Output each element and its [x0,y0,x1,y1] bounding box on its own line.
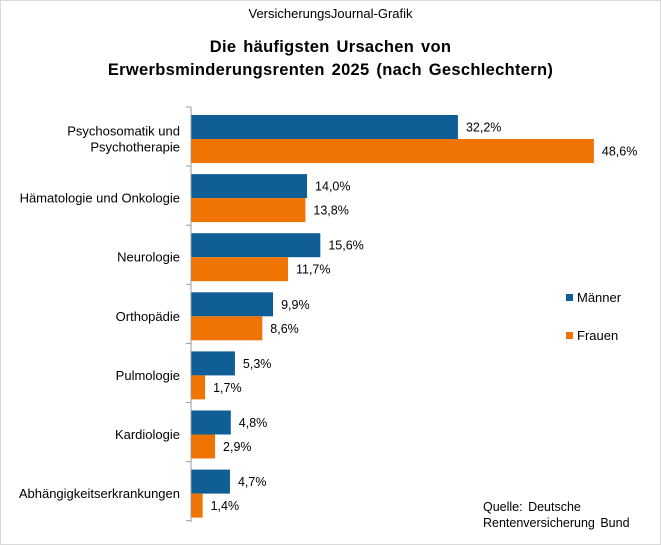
category-label-3: Orthopädie [116,309,180,324]
bar-frauen-6 [191,493,203,518]
bar-maenner-5 [191,410,231,435]
legend-item-frauen: Frauen [566,328,618,343]
legend-swatch-maenner [566,294,573,301]
bar-frauen-0 [191,139,594,163]
data-label-frauen-6: 1,4% [211,499,240,513]
data-label-frauen-1: 13,8% [313,204,348,218]
source-caption: VersicherungsJournal-Grafik [248,6,413,21]
bar-frauen-4 [191,375,206,400]
source-note: Quelle: Deutsche Rentenversicherung Bund [483,499,630,531]
bar-maenner-6 [191,469,230,494]
category-label-2: Neurologie [117,250,180,265]
data-label-maenner-1: 14,0% [315,180,350,194]
bar-maenner-2 [191,233,321,258]
category-label-1: Hämatologie und Onkologie [20,191,180,206]
data-label-maenner-5: 4,8% [239,416,267,430]
source-note-line-1: Quelle: Deutsche [483,500,581,514]
data-label-maenner-3: 9,9% [281,298,310,312]
data-label-frauen-0: 48,6% [602,145,637,159]
bar-frauen-2 [191,257,288,282]
bar-maenner-1 [191,174,308,199]
data-label-frauen-4: 1,7% [213,381,242,395]
legend-swatch-frauen [566,332,573,339]
data-label-maenner-2: 15,6% [328,239,363,253]
bar-frauen-1 [191,198,306,223]
bar-maenner-3 [191,292,274,317]
data-label-frauen-3: 8,6% [270,322,299,336]
data-label-frauen-2: 11,7% [296,263,331,277]
bar-frauen-5 [191,434,216,459]
category-label-4: Pulmologie [116,368,180,383]
data-label-frauen-5: 2,9% [223,440,252,454]
data-label-maenner-6: 4,7% [238,475,267,489]
bar-maenner-0 [191,115,458,139]
chart-title-line-1: Die häufigsten Ursachen von [209,38,452,56]
bar-maenner-4 [191,351,235,376]
data-label-maenner-4: 5,3% [243,357,272,371]
category-label-0-0: Psychosomatik und [67,124,180,139]
legend-item-maenner: Männer [566,290,621,305]
category-label-6: Abhängigkeitserkrankungen [19,486,180,501]
chart-title-line-2: Erwerbsminderungsrenten 2025 (nach Gesch… [107,61,554,79]
chart-title: Die häufigsten Ursachen von Erwerbsminde… [0,36,661,82]
source-note-line-2: Rentenversicherung Bund [483,516,630,530]
legend-label-frauen: Frauen [577,328,619,343]
legend-label-maenner: Männer [577,290,622,305]
category-label-0-1: Psychotherapie [90,140,180,155]
data-label-maenner-0: 32,2% [466,121,501,135]
category-label-5: Kardiologie [115,427,180,442]
bar-frauen-3 [191,316,263,341]
